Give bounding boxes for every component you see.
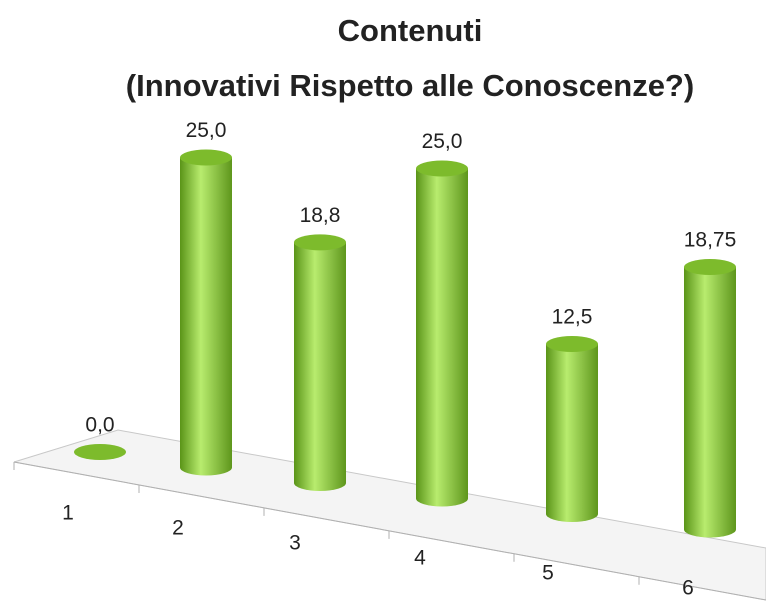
value-label: 18,75: [684, 229, 737, 252]
chart-subtitle: (Innovativi Rispetto alle Conoscenze?): [126, 68, 694, 103]
x-tick-label: 1: [62, 502, 74, 525]
value-label: 0,0: [85, 414, 114, 437]
value-label: 25,0: [422, 130, 463, 153]
bar-top: [180, 149, 232, 166]
bar: [180, 157, 233, 476]
value-label: 25,0: [186, 119, 227, 142]
bar: [294, 242, 346, 491]
floor: [13, 429, 766, 601]
bar: [416, 168, 468, 507]
bar-top: [416, 160, 468, 177]
bar: [684, 267, 736, 538]
x-tick-label: 6: [682, 577, 694, 600]
bar-top: [294, 234, 346, 251]
value-label: 12,5: [552, 306, 593, 329]
bar-top: [546, 336, 598, 352]
bar: [74, 444, 126, 460]
chart-title: Contenuti: [338, 13, 483, 48]
value-label: 18,8: [300, 204, 341, 227]
bar-top: [684, 259, 736, 275]
x-tick-label: 2: [172, 517, 184, 540]
bar: [546, 344, 598, 522]
x-tick-label: 3: [289, 532, 301, 555]
x-tick-label: 5: [542, 562, 554, 585]
x-tick-label: 4: [414, 547, 426, 570]
